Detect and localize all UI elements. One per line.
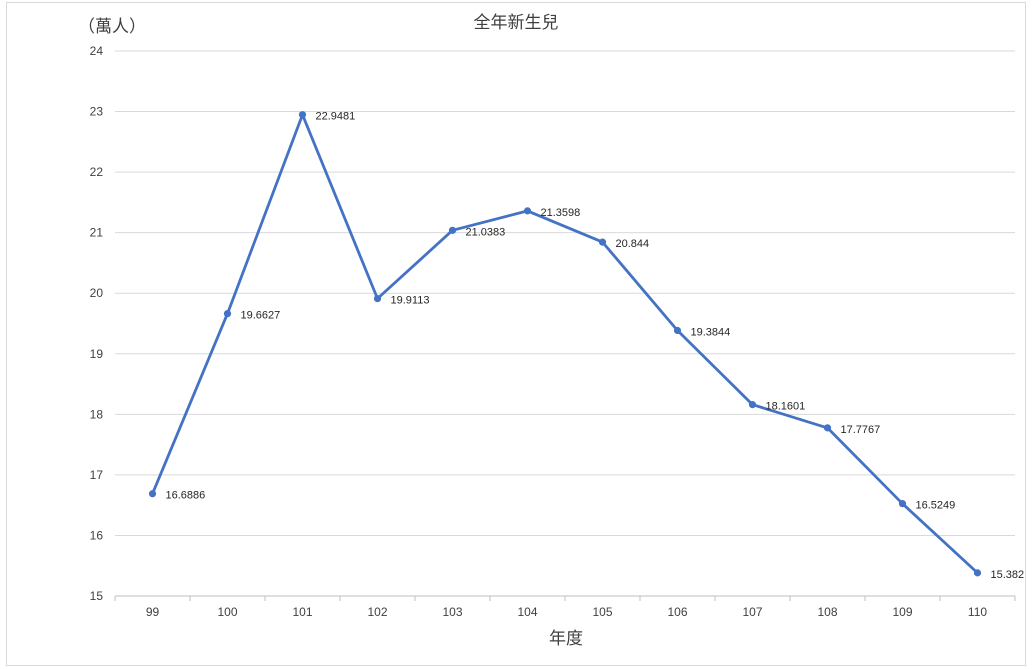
y-tick-label: 16 [90,528,104,542]
y-tick-label: 21 [90,226,104,240]
x-tick-label: 100 [217,605,237,619]
x-tick-label: 99 [146,605,160,619]
y-tick-label: 22 [90,165,104,179]
data-point [523,207,532,215]
data-label: 18.1601 [766,401,806,413]
x-tick-label: 101 [292,605,312,619]
data-point [148,490,157,498]
y-tick-label: 20 [90,286,104,300]
x-tick-label: 102 [367,605,387,619]
y-tick-label: 17 [90,468,104,482]
data-label: 22.9481 [316,111,356,123]
data-point [673,326,682,335]
y-tick-label: 18 [90,407,104,421]
data-label: 21.0383 [466,226,506,238]
data-point [223,310,232,318]
data-label: 16.6886 [166,490,206,502]
data-point [448,226,457,234]
chart-frame [6,2,1026,666]
x-tick-label: 106 [667,605,687,619]
data-point [373,294,382,303]
data-point [748,401,757,409]
x-tick-label: 110 [968,605,987,619]
data-label: 17.7767 [841,424,881,436]
x-tick-label: 103 [442,605,462,619]
x-tick-label: 108 [817,605,837,619]
chart-title: 全年新生兒 [473,13,559,33]
x-tick-label: 105 [592,605,612,619]
series-line [151,113,979,575]
x-tick-label: 109 [892,605,912,619]
data-label: 16.5249 [916,500,956,512]
x-axis-label: 年度 [549,629,583,649]
y-tick-label: 23 [90,105,104,119]
y-tick-label: 24 [90,44,104,58]
data-point [973,569,982,577]
data-point [898,500,907,508]
data-point [823,424,832,432]
y-tick-label: 15 [90,589,104,603]
data-label: 19.9113 [391,295,430,307]
data-label: 19.3844 [691,327,731,339]
data-label: 20.844 [616,238,650,250]
data-label: 19.6627 [241,310,281,322]
y-unit-label: （萬人） [78,17,146,37]
data-label: 15.382 [991,569,1025,581]
x-tick-label: 107 [742,605,762,619]
data-point [598,238,607,246]
data-label: 21.3598 [541,207,581,219]
y-tick-label: 19 [90,347,104,361]
x-tick-label: 104 [517,605,537,619]
data-point [298,111,307,119]
